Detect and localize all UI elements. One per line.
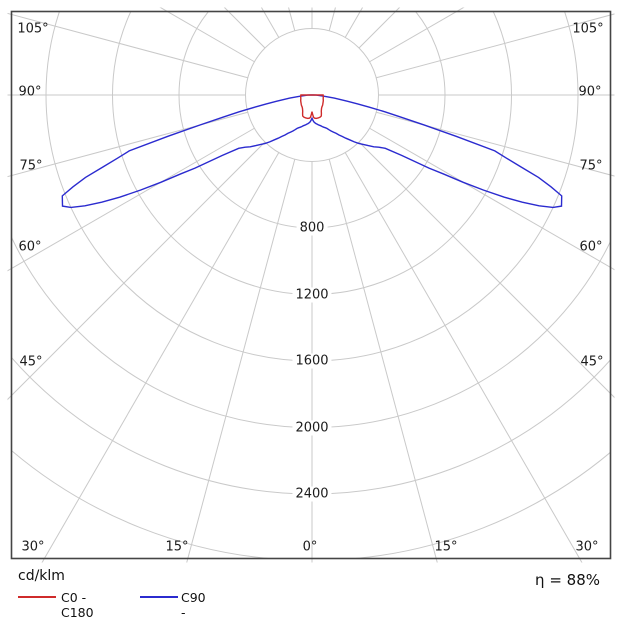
angle-label-bottom: 15° (165, 539, 189, 555)
angle-label-left: 45° (19, 354, 43, 370)
ring-value-label: 800 (296, 220, 328, 236)
angle-label-left: 75° (19, 158, 43, 174)
ring-value-label: 1200 (292, 287, 332, 302)
ring-value-label: 2000 (292, 420, 332, 435)
ring-value-label: 2400 (292, 486, 332, 502)
plot-frame (10, 10, 612, 560)
angle-label-left: 90° (18, 84, 42, 100)
efficiency-value: η = 88% (535, 571, 600, 589)
legend-label-c0-c180: C0 - C180 (61, 590, 94, 617)
angle-label-bottom: 30° (575, 539, 599, 555)
angle-label-bottom: 0° (302, 539, 318, 555)
ring-value-label: 1600 (292, 353, 332, 369)
curve-c90-c270 (61, 94, 563, 209)
legend-label-c90-c270: C90 - C270 (181, 590, 206, 617)
legend-line-c90-c270 (140, 596, 178, 598)
angle-label-left: 60° (18, 239, 42, 255)
angle-label-right: 45° (580, 354, 604, 370)
angle-label-right: 75° (579, 158, 603, 174)
angle-label-right: 90° (578, 84, 602, 100)
angle-label-bottom: 30° (21, 539, 45, 555)
angle-label-right: 105° (572, 21, 604, 37)
angle-label-bottom: 15° (434, 539, 458, 555)
curve-c0-c180 (299, 94, 325, 120)
angle-label-left: 105° (17, 21, 49, 37)
radial-unit-label: cd/klm (18, 568, 65, 584)
legend-line-c0-c180 (18, 596, 56, 598)
angle-label-right: 60° (579, 239, 603, 255)
